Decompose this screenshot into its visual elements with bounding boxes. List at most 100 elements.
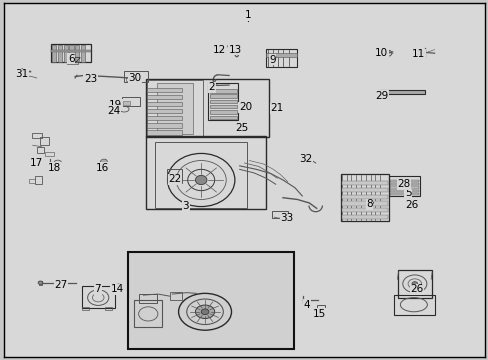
Bar xyxy=(35,176,42,184)
Bar xyxy=(29,179,35,183)
Bar xyxy=(147,130,182,135)
Text: 26: 26 xyxy=(405,200,418,210)
Bar xyxy=(389,180,418,182)
Ellipse shape xyxy=(101,159,107,164)
Bar xyxy=(209,89,236,93)
Bar xyxy=(301,156,311,164)
Bar xyxy=(389,193,418,195)
Bar xyxy=(209,105,236,108)
Bar xyxy=(145,136,265,209)
Bar xyxy=(393,295,434,315)
Bar xyxy=(147,109,182,113)
Bar xyxy=(147,102,182,106)
Bar xyxy=(81,45,85,62)
Text: 7: 7 xyxy=(94,284,101,294)
Bar xyxy=(139,294,157,303)
Bar xyxy=(81,307,89,310)
Text: 2: 2 xyxy=(208,82,215,92)
Text: 15: 15 xyxy=(312,309,325,319)
Bar xyxy=(389,190,418,192)
Bar xyxy=(123,102,130,105)
Text: 12: 12 xyxy=(212,45,225,55)
Text: 20: 20 xyxy=(239,102,251,112)
Bar xyxy=(388,176,419,196)
Bar xyxy=(341,181,387,185)
Bar xyxy=(341,188,387,192)
Text: 3: 3 xyxy=(182,201,189,211)
Text: 5: 5 xyxy=(404,189,410,198)
Text: 30: 30 xyxy=(128,73,141,83)
Text: 29: 29 xyxy=(374,91,387,101)
Text: 9: 9 xyxy=(268,55,275,64)
Bar xyxy=(167,176,174,182)
Bar xyxy=(147,95,182,99)
Bar xyxy=(341,215,387,219)
Bar xyxy=(40,138,49,145)
Text: 27: 27 xyxy=(54,279,67,289)
Bar xyxy=(169,292,182,300)
Bar xyxy=(51,44,90,62)
Bar xyxy=(52,45,56,62)
Bar xyxy=(209,100,236,103)
Bar xyxy=(341,201,387,206)
Bar xyxy=(32,133,42,138)
Bar xyxy=(37,147,44,153)
Text: 4: 4 xyxy=(303,300,310,310)
Text: 10: 10 xyxy=(374,48,387,58)
Text: 11: 11 xyxy=(411,49,425,59)
Bar xyxy=(208,83,238,121)
Text: 33: 33 xyxy=(280,213,293,223)
Text: 6: 6 xyxy=(68,54,75,64)
Ellipse shape xyxy=(411,282,417,286)
Bar xyxy=(147,123,182,127)
Ellipse shape xyxy=(195,175,206,185)
Text: 25: 25 xyxy=(235,122,248,132)
Bar xyxy=(105,307,112,310)
Bar xyxy=(209,110,236,114)
Bar xyxy=(209,116,236,119)
Bar xyxy=(157,82,193,134)
Bar xyxy=(122,97,140,105)
Bar xyxy=(389,183,418,185)
Bar xyxy=(75,45,79,62)
Text: 22: 22 xyxy=(168,174,181,184)
Bar xyxy=(209,94,236,98)
Bar xyxy=(81,286,114,308)
Bar xyxy=(378,90,425,94)
Bar xyxy=(272,211,287,218)
Bar xyxy=(341,208,387,212)
Text: 1: 1 xyxy=(244,10,251,20)
Bar xyxy=(341,194,387,199)
Text: 13: 13 xyxy=(229,45,242,55)
Bar xyxy=(134,301,162,327)
Bar xyxy=(69,45,74,62)
Ellipse shape xyxy=(201,309,208,315)
Bar xyxy=(39,281,42,284)
Text: 31: 31 xyxy=(16,69,29,80)
Bar xyxy=(58,45,62,62)
Bar xyxy=(125,77,135,81)
Bar xyxy=(265,49,297,67)
Bar xyxy=(316,305,325,315)
Bar xyxy=(147,116,182,121)
Ellipse shape xyxy=(195,305,214,319)
Bar xyxy=(63,45,68,62)
Bar xyxy=(124,71,148,81)
Text: 26: 26 xyxy=(409,284,423,294)
Bar xyxy=(145,79,268,138)
Text: 16: 16 xyxy=(96,163,109,172)
Bar xyxy=(45,152,54,156)
Text: 18: 18 xyxy=(48,163,61,172)
Bar xyxy=(340,174,388,221)
Ellipse shape xyxy=(38,281,43,284)
Bar xyxy=(155,142,246,208)
Bar xyxy=(397,270,431,298)
Text: 21: 21 xyxy=(270,103,283,113)
Text: 14: 14 xyxy=(110,284,123,294)
Bar xyxy=(147,80,202,136)
Bar xyxy=(265,53,297,57)
Bar xyxy=(128,252,293,349)
Text: 8: 8 xyxy=(366,199,372,209)
Text: 19: 19 xyxy=(109,100,122,110)
Text: 32: 32 xyxy=(299,154,312,165)
